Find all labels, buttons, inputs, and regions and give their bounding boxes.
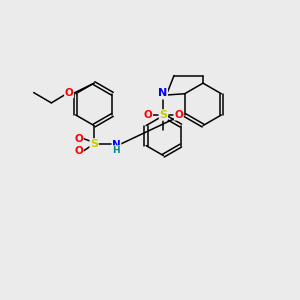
Text: O: O [144,110,152,120]
Text: S: S [159,110,167,120]
Text: O: O [74,134,83,143]
Text: O: O [174,110,183,120]
Text: N: N [158,88,167,98]
Text: S: S [90,139,98,149]
Text: N: N [112,140,121,150]
Text: H: H [112,146,120,155]
Text: O: O [74,146,83,156]
Text: O: O [65,88,74,98]
